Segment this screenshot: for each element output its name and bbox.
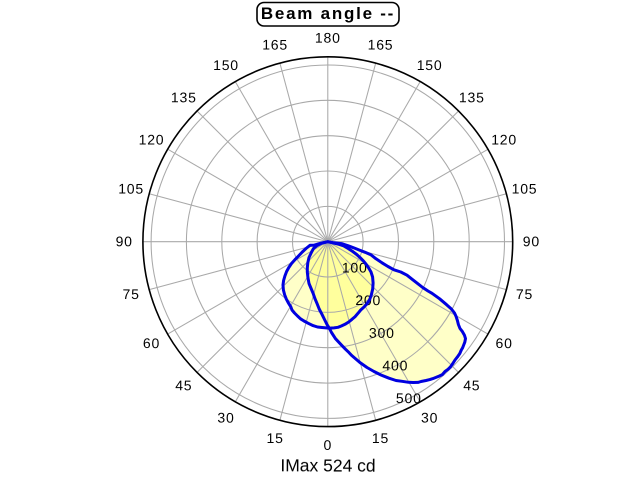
svg-text:0: 0 — [323, 437, 332, 453]
svg-text:150: 150 — [213, 57, 239, 73]
svg-text:45: 45 — [175, 377, 192, 393]
svg-text:165: 165 — [262, 37, 288, 53]
svg-text:90: 90 — [523, 233, 540, 249]
svg-text:IMax 524 cd: IMax 524 cd — [280, 455, 375, 475]
svg-text:400: 400 — [382, 357, 408, 373]
svg-text:300: 300 — [369, 325, 395, 341]
svg-text:Beam angle --: Beam angle -- — [261, 4, 395, 23]
svg-text:135: 135 — [459, 89, 485, 105]
svg-text:105: 105 — [118, 181, 144, 197]
svg-text:75: 75 — [122, 286, 139, 302]
svg-text:165: 165 — [368, 37, 394, 53]
svg-text:75: 75 — [516, 286, 533, 302]
svg-text:15: 15 — [372, 430, 389, 446]
svg-text:15: 15 — [266, 430, 283, 446]
svg-text:150: 150 — [417, 57, 443, 73]
svg-text:500: 500 — [396, 390, 422, 406]
svg-text:120: 120 — [491, 131, 517, 147]
svg-text:100: 100 — [342, 259, 368, 275]
svg-text:30: 30 — [421, 410, 438, 426]
svg-text:30: 30 — [217, 410, 234, 426]
svg-text:45: 45 — [463, 377, 480, 393]
svg-text:120: 120 — [139, 131, 165, 147]
svg-text:60: 60 — [143, 335, 160, 351]
svg-text:105: 105 — [512, 181, 538, 197]
svg-text:180: 180 — [315, 30, 341, 46]
svg-text:90: 90 — [116, 233, 133, 249]
svg-text:60: 60 — [495, 335, 512, 351]
svg-text:135: 135 — [171, 89, 197, 105]
